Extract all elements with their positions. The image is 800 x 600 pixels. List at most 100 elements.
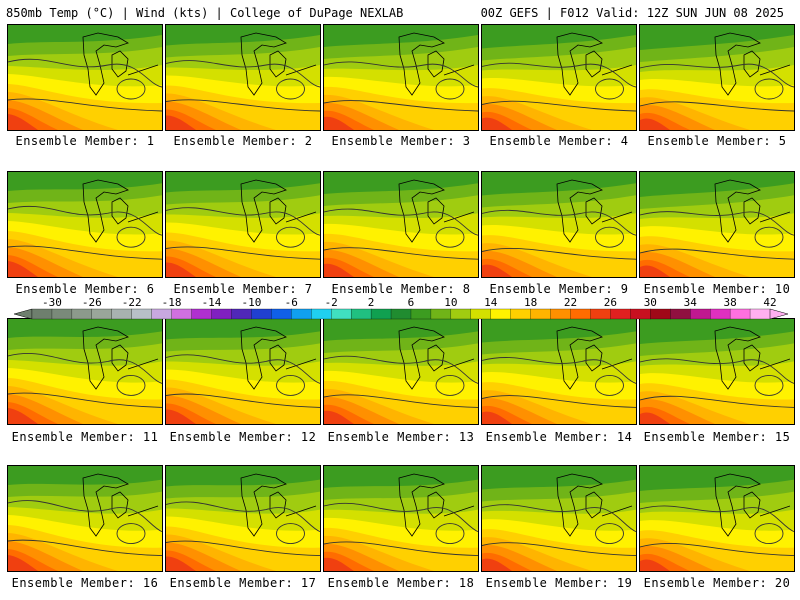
colorbar-swatch [670, 308, 691, 320]
colorbar-swatch [131, 308, 153, 320]
colorbar-swatch [630, 308, 651, 320]
colorbar-tick-label: -18 [161, 296, 182, 309]
colorbar-swatch [650, 308, 671, 320]
colorbar-swatch [71, 308, 93, 320]
colorbar-swatch [710, 308, 731, 320]
temperature-map [482, 25, 636, 130]
ensemble-member-label: Ensemble Member: 2 [173, 134, 313, 148]
colorbar-tick-label: 6 [407, 296, 415, 309]
model-run-info: 00Z GEFS | F012 Valid: 12Z SUN JUN 08 20… [480, 6, 784, 20]
colorbar-swatch [291, 308, 312, 320]
ensemble-member-label: Ensemble Member: 13 [327, 430, 475, 444]
colorbar-swatch [51, 308, 73, 320]
colorbar-swatch [570, 308, 591, 320]
colorbar-swatch [31, 308, 53, 320]
colorbar-swatch [590, 308, 611, 320]
ensemble-panel [7, 24, 163, 131]
ensemble-member-label: Ensemble Member: 1 [15, 134, 155, 148]
temperature-map [166, 319, 320, 424]
temperature-map [324, 25, 478, 130]
ensemble-panel [639, 318, 795, 425]
ensemble-panel [7, 171, 163, 278]
colorbar-swatch [510, 308, 532, 320]
temperature-map [8, 172, 162, 277]
colorbar-tick-label: -22 [121, 296, 142, 309]
colorbar-tick-label: 26 [603, 296, 618, 309]
colorbar-swatch [729, 308, 751, 320]
temperature-map [324, 466, 478, 571]
colorbar-arrow-left [14, 308, 33, 320]
ensemble-panel [639, 24, 795, 131]
colorbar-tick-label: 30 [643, 296, 657, 309]
colorbar-swatch [470, 308, 492, 320]
colorbar-swatch [390, 308, 412, 320]
ensemble-panel [165, 318, 321, 425]
ensemble-panel [323, 171, 479, 278]
ensemble-member-label: Ensemble Member: 12 [169, 430, 317, 444]
colorbar-tick-label: -6 [284, 296, 298, 309]
ensemble-panel [481, 24, 637, 131]
colorbar-swatch [749, 308, 771, 320]
ensemble-panel [481, 171, 637, 278]
colorbar-tick-label: 38 [723, 296, 737, 309]
colorbar-swatch [350, 308, 372, 320]
ensemble-member-label: Ensemble Member: 7 [173, 282, 313, 296]
colorbar-swatch [231, 308, 252, 320]
ensemble-panel [639, 171, 795, 278]
ensemble-panel [481, 318, 637, 425]
colorbar-tick-label: 2 [367, 296, 375, 309]
temperature-map [324, 319, 478, 424]
temperature-map [482, 319, 636, 424]
temperature-map [324, 172, 478, 277]
ensemble-member-label: Ensemble Member: 6 [15, 282, 155, 296]
ensemble-panel [639, 465, 795, 572]
ensemble-member-label: Ensemble Member: 20 [643, 576, 791, 590]
colorbar-swatch [91, 308, 113, 320]
colorbar-tick-label: 10 [444, 296, 458, 309]
temperature-map [482, 466, 636, 571]
temperature-map [8, 466, 162, 571]
ensemble-panel [7, 318, 163, 425]
temperature-map [166, 25, 320, 130]
colorbar-swatch [490, 308, 512, 320]
temperature-map [482, 172, 636, 277]
colorbar-tick-label: -26 [81, 296, 102, 309]
colorbar-swatch [311, 308, 332, 320]
colorbar-swatch [191, 308, 212, 320]
colorbar-tick-label: -30 [42, 296, 62, 309]
colorbar-tick-label: 42 [763, 296, 777, 309]
colorbar-swatch [450, 308, 472, 320]
ensemble-panel [165, 24, 321, 131]
temperature-map [8, 319, 162, 424]
ensemble-member-label: Ensemble Member: 15 [643, 430, 791, 444]
colorbar-swatch [111, 308, 133, 320]
colorbar-swatch [530, 308, 552, 320]
colorbar-tick-label: -2 [324, 296, 338, 309]
colorbar-tick-label: -10 [241, 296, 262, 309]
temperature-colorbar [14, 308, 788, 320]
ensemble-member-label: Ensemble Member: 9 [489, 282, 629, 296]
temperature-map [640, 466, 794, 571]
ensemble-member-label: Ensemble Member: 3 [331, 134, 471, 148]
ensemble-panel [165, 171, 321, 278]
temperature-map [640, 172, 794, 277]
chart-title: 850mb Temp (°C) | Wind (kts) | College o… [6, 6, 404, 20]
ensemble-panel [323, 24, 479, 131]
colorbar-tick-label: 14 [484, 296, 498, 309]
ensemble-member-label: Ensemble Member: 16 [11, 576, 159, 590]
ensemble-panel [323, 318, 479, 425]
ensemble-member-label: Ensemble Member: 10 [643, 282, 791, 296]
colorbar-swatch [410, 308, 432, 320]
colorbar-tick-label: -14 [201, 296, 222, 309]
colorbar-swatch [690, 308, 711, 320]
ensemble-member-label: Ensemble Member: 19 [485, 576, 633, 590]
colorbar-swatch [550, 308, 571, 320]
colorbar-swatch [430, 308, 452, 320]
temperature-map [166, 466, 320, 571]
colorbar-swatch [271, 308, 292, 320]
ensemble-panel [165, 465, 321, 572]
ensemble-member-label: Ensemble Member: 5 [647, 134, 787, 148]
colorbar-swatch [331, 308, 352, 320]
temperature-map [640, 25, 794, 130]
temperature-map [8, 25, 162, 130]
